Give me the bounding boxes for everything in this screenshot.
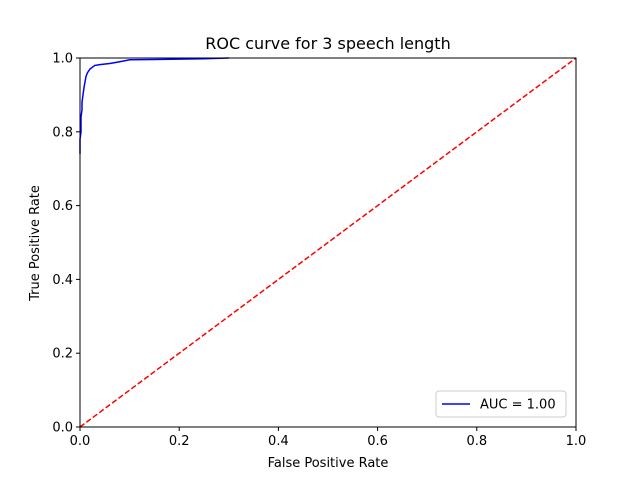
y-axis-label: True Positive Rate [28,185,43,302]
x-tick-label: 0.4 [268,434,289,449]
x-tick-label: 0.8 [466,434,487,449]
legend-label: AUC = 1.00 [480,398,556,413]
x-tick-label: 0.2 [169,434,190,449]
plot-area: 0.0 0.2 0.4 0.6 0.8 1.0 0.0 0.2 0.4 0.6 0.8 1.0 [52,52,586,450]
x-tick-label: 0.0 [70,434,91,449]
chart-title: ROC curve for 3 speech length [205,34,450,53]
axes-frame [79,57,577,428]
diagonal-reference-line [79,57,577,428]
y-tick-label: 0.2 [52,347,73,362]
legend: AUC = 1.00 [435,390,567,418]
x-tick-label: 1.0 [566,434,587,449]
legend-box [435,390,567,418]
x-tick-label: 0.6 [367,434,388,449]
roc-series-line [79,57,229,154]
y-tick-label: 0.0 [52,421,73,436]
y-tick-label: 1.0 [52,52,73,67]
x-axis-label: False Positive Rate [268,456,389,471]
y-tick-label: 0.6 [52,199,73,214]
y-tick-label: 0.8 [52,125,73,140]
y-tick-label: 0.4 [52,273,73,288]
